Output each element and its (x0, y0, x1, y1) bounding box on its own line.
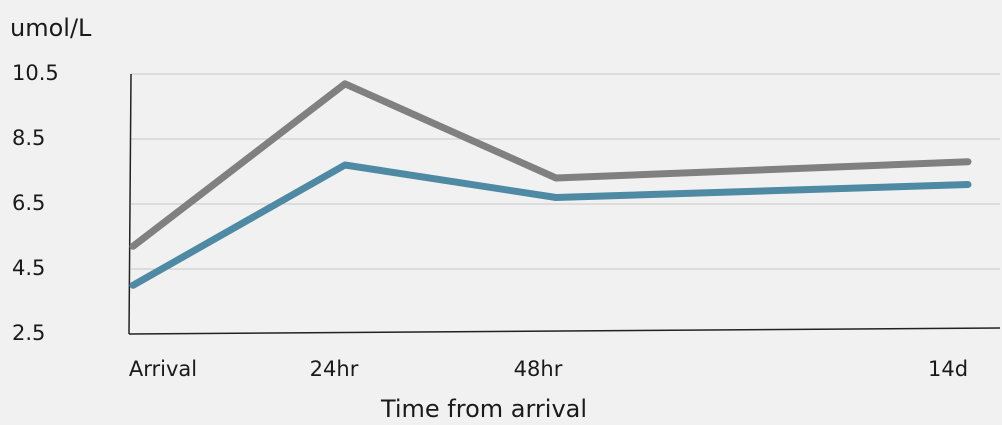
y-tick-labels: 2.5 4.5 6.5 8.5 10.5 (12, 61, 59, 345)
x-tick-labels: Arrival 24hr 48hr 14d (129, 357, 968, 381)
x-axis-label: Time from arrival (380, 395, 587, 421)
y-axis-line (128, 73, 132, 335)
y-tick-label: 2.5 (12, 321, 45, 345)
axes (128, 73, 1001, 335)
x-tick-label: 14d (928, 357, 968, 381)
series-line-1 (129, 80, 972, 250)
series-line-2 (129, 161, 972, 289)
y-tick-label: 8.5 (12, 126, 45, 150)
x-tick-label: 48hr (514, 357, 563, 381)
y-axis-label: umol/L (10, 14, 92, 42)
x-tick-label: 24hr (310, 357, 359, 381)
series-lines (129, 80, 972, 289)
gridlines (131, 73, 1000, 270)
x-tick-label: Arrival (129, 357, 197, 381)
y-tick-label: 10.5 (12, 61, 59, 85)
x-axis-line (128, 327, 1001, 335)
y-tick-label: 6.5 (12, 191, 45, 215)
y-tick-label: 4.5 (12, 256, 45, 280)
